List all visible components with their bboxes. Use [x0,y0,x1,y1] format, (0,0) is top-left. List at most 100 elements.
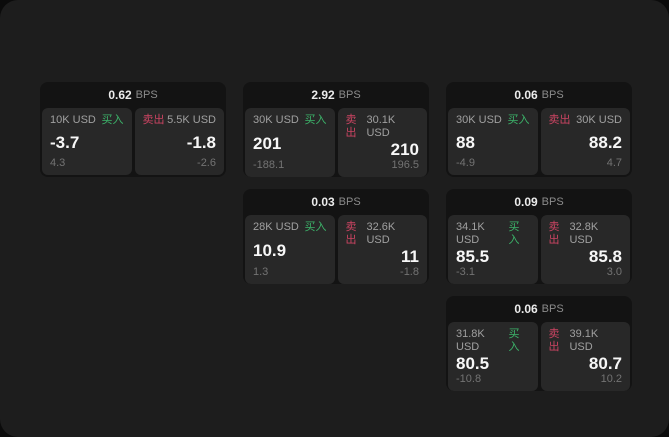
sell-label: 卖出 [345,114,357,139]
bps-value: 0.09 [514,195,538,209]
buy-label: 买入 [508,221,520,246]
bps-value: 2.92 [311,88,335,102]
bps-unit-label: BPS [541,89,564,101]
sell-panel[interactable]: 卖出 30K USD 88.2 4.7 [540,108,630,175]
buy-sub-value: -188.1 [253,159,285,171]
sell-panel-top: 卖出 32.8K USD [549,221,623,247]
buy-panel-top: 30K USD 买入 [456,114,530,127]
bps-value: 0.06 [514,302,538,316]
buy-label: 买入 [507,114,530,126]
sell-panel[interactable]: 卖出 32.6K USD 11 -1.8 [337,215,427,284]
buy-panel-top: 28K USD 买入 [253,221,327,234]
bps-unit-label: BPS [338,196,361,208]
sell-sub-value: 196.5 [391,159,419,171]
buy-label: 买入 [304,114,327,126]
sell-panel[interactable]: 卖出 32.8K USD 85.8 3.0 [540,215,630,284]
quote-card: 0.06 BPS 31.8K USD 买入 80.5 -10.8 卖 [446,296,632,391]
sell-label: 卖出 [142,114,165,126]
buy-amount: 34.1K USD [456,221,485,246]
buy-panel[interactable]: 30K USD 买入 201 -188.1 [245,108,335,177]
buy-amount: 31.8K USD [456,328,485,353]
bps-value: 0.62 [108,88,132,102]
quote-panels: 30K USD 买入 201 -188.1 卖出 30.1K USD 210 1… [243,108,429,177]
bps-unit-label: BPS [541,303,564,315]
buy-panel[interactable]: 28K USD 买入 10.9 1.3 [245,215,335,284]
buy-amount: 10K USD [50,114,96,126]
quote-card: 0.62 BPS 10K USD 买入 -3.7 4.3 卖出 [40,82,226,177]
sell-sub-value: 10.2 [600,373,622,385]
buy-label: 买入 [304,221,327,233]
bps-header: 0.62 BPS [40,82,226,108]
bps-unit-label: BPS [135,89,158,101]
sell-amount: 30K USD [576,114,622,126]
bps-unit-label: BPS [338,89,361,101]
quote-panels: 31.8K USD 买入 80.5 -10.8 卖出 39.1K USD 80.… [446,322,632,391]
quotes-grid: 0.62 BPS 10K USD 买入 -3.7 4.3 卖出 [40,82,632,391]
quote-card: 2.92 BPS 30K USD 买入 201 -188.1 卖出 [243,82,429,177]
buy-amount: 30K USD [253,114,299,126]
quote-card: 0.09 BPS 34.1K USD 买入 85.5 -3.1 卖出 [446,189,632,284]
buy-panel-top: 31.8K USD 买入 [456,328,530,354]
quote-card: 0.03 BPS 28K USD 买入 10.9 1.3 卖出 [243,189,429,284]
bps-header: 2.92 BPS [243,82,429,108]
sell-price: 88.2 [588,132,622,152]
sell-price: 85.8 [588,247,622,266]
buy-price: 201 [253,133,282,153]
sell-amount: 32.8K USD [569,221,599,246]
buy-sub-value: -10.8 [456,373,482,385]
sell-panel-top: 卖出 32.6K USD [346,221,420,247]
sell-amount: 5.5K USD [167,114,216,126]
buy-label: 买入 [101,114,124,126]
sell-price: 11 [401,247,419,266]
sell-label: 卖出 [548,114,571,126]
sell-panel-top: 卖出 5.5K USD [143,114,217,127]
quote-card: 0.06 BPS 30K USD 买入 88 -4.9 卖出 [446,82,632,177]
sell-price: 80.7 [588,354,622,373]
buy-panel-top: 10K USD 买入 [50,114,124,127]
sell-label: 卖出 [345,221,357,246]
buy-price: 10.9 [253,240,287,260]
sell-panel[interactable]: 卖出 30.1K USD 210 196.5 [337,108,427,177]
buy-panel[interactable]: 30K USD 买入 88 -4.9 [448,108,538,175]
bps-value: 0.06 [514,88,538,102]
quote-panels: 10K USD 买入 -3.7 4.3 卖出 5.5K USD -1.8 -2.… [40,108,226,177]
sell-sub-value: -1.8 [400,266,419,278]
sell-panel-top: 卖出 30.1K USD [346,114,420,140]
buy-sub-value: -4.9 [456,157,475,169]
buy-label: 买入 [508,328,520,353]
sell-amount: 32.6K USD [366,221,396,246]
sell-sub-value: 3.0 [606,266,622,278]
buy-amount: 28K USD [253,221,299,233]
sell-sub-value: 4.7 [606,157,622,169]
sell-panel[interactable]: 卖出 5.5K USD -1.8 -2.6 [134,108,224,175]
sell-price: -1.8 [186,132,216,152]
buy-price: -3.7 [50,132,80,152]
buy-panel[interactable]: 34.1K USD 买入 85.5 -3.1 [448,215,538,284]
quote-panels: 34.1K USD 买入 85.5 -3.1 卖出 32.8K USD 85.8… [446,215,632,284]
quote-panels: 30K USD 买入 88 -4.9 卖出 30K USD 88.2 4.7 [446,108,632,177]
bps-header: 0.06 BPS [446,296,632,322]
bps-unit-label: BPS [541,196,564,208]
sell-sub-value: -2.6 [197,157,216,169]
sell-label: 卖出 [548,221,560,246]
bps-value: 0.03 [311,195,335,209]
buy-price: 88 [456,132,475,152]
bps-header: 0.06 BPS [446,82,632,108]
sell-panel[interactable]: 卖出 39.1K USD 80.7 10.2 [540,322,630,391]
bps-header: 0.03 BPS [243,189,429,215]
sell-price: 210 [390,140,419,159]
buy-panel[interactable]: 10K USD 买入 -3.7 4.3 [42,108,132,175]
buy-price: 85.5 [456,247,490,266]
buy-panel-top: 30K USD 买入 [253,114,327,127]
quote-panels: 28K USD 买入 10.9 1.3 卖出 32.6K USD 11 -1.8 [243,215,429,284]
sell-panel-top: 卖出 39.1K USD [549,328,623,354]
sell-amount: 30.1K USD [366,114,396,139]
sell-panel-top: 卖出 30K USD [549,114,623,127]
buy-price: 80.5 [456,354,490,373]
sell-label: 卖出 [548,328,560,353]
sell-amount: 39.1K USD [569,328,599,353]
buy-panel[interactable]: 31.8K USD 买入 80.5 -10.8 [448,322,538,391]
buy-sub-value: -3.1 [456,266,475,278]
buy-sub-value: 1.3 [253,266,269,278]
